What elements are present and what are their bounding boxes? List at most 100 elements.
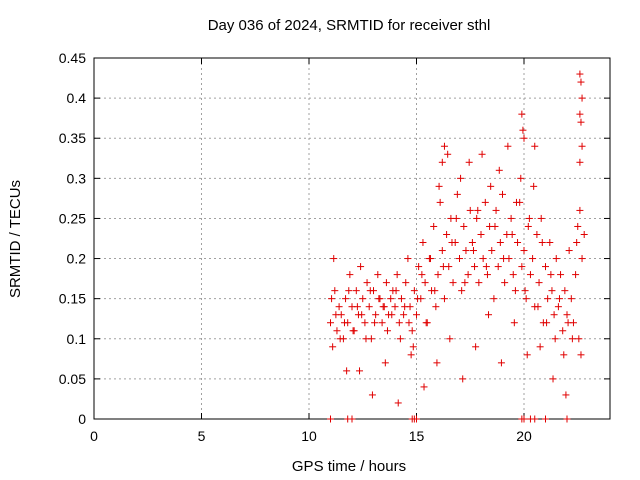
x-tick-label: 10 (301, 428, 317, 444)
data-point (365, 303, 373, 311)
data-point (329, 343, 337, 351)
data-point (523, 351, 531, 359)
data-point (468, 239, 476, 247)
data-point (471, 263, 479, 271)
data-point (560, 351, 568, 359)
data-point (460, 222, 468, 230)
x-tick-label: 15 (409, 428, 425, 444)
data-point (407, 351, 415, 359)
data-point (358, 311, 366, 319)
data-point (563, 311, 571, 319)
data-point (462, 247, 470, 255)
data-point (529, 255, 537, 263)
data-point (510, 319, 518, 327)
data-point (578, 142, 586, 150)
data-point (494, 263, 502, 271)
data-point (328, 295, 336, 303)
data-point (379, 303, 387, 311)
data-point (400, 311, 408, 319)
plot-frame (93, 57, 611, 420)
data-point (434, 271, 442, 279)
data-point (342, 295, 350, 303)
data-point (453, 190, 461, 198)
data-point (522, 295, 530, 303)
data-point (438, 158, 446, 166)
data-point (433, 359, 441, 367)
data-point (392, 287, 400, 295)
data-point (436, 198, 444, 206)
data-point (362, 335, 370, 343)
data-point (511, 287, 519, 295)
data-point (562, 391, 570, 399)
data-point (477, 230, 485, 238)
data-point (438, 247, 446, 255)
data-point (518, 110, 526, 118)
data-point (382, 279, 390, 287)
data-point (576, 70, 584, 78)
data-point (559, 327, 567, 335)
data-point (361, 319, 369, 327)
data-point (485, 311, 493, 319)
data-point (327, 319, 334, 327)
y-tick-label: 0.1 (67, 331, 87, 347)
data-point (577, 78, 585, 86)
data-point (482, 263, 490, 271)
data-point (330, 255, 338, 263)
data-point (565, 247, 573, 255)
data-point (394, 399, 402, 407)
data-point (520, 134, 528, 142)
data-point (466, 206, 474, 214)
data-point (333, 327, 341, 335)
data-point (514, 239, 522, 247)
data-point (422, 319, 430, 327)
data-point (336, 335, 344, 343)
data-point (554, 303, 562, 311)
data-point (531, 415, 539, 423)
data-point (547, 271, 555, 279)
data-point (381, 359, 389, 367)
data-point (577, 118, 585, 126)
data-point (487, 182, 495, 190)
data-point (555, 295, 563, 303)
data-point (542, 263, 549, 271)
data-point (346, 271, 354, 279)
data-points (327, 70, 588, 423)
data-point (492, 206, 500, 214)
data-point (352, 287, 360, 295)
data-point (521, 287, 529, 295)
data-point (464, 271, 472, 279)
data-point (483, 271, 491, 279)
y-tick-label: 0.15 (59, 291, 86, 307)
y-tick-label: 0.3 (67, 170, 87, 186)
axis-ticks: 0 0.05 0.1 0.15 0.2 0.25 0.3 0.35 0.4 0.45 0 5 10 15 2… (59, 50, 610, 444)
y-tick-label: 0.4 (67, 90, 87, 106)
data-point (488, 247, 496, 255)
data-point (520, 247, 528, 255)
data-point (435, 182, 443, 190)
data-point (335, 303, 343, 311)
data-point (530, 182, 538, 190)
data-point (461, 279, 469, 287)
data-point (551, 335, 559, 343)
data-point (440, 142, 448, 150)
data-point (500, 255, 508, 263)
data-point (420, 383, 428, 391)
data-point (418, 271, 426, 279)
data-point (444, 150, 452, 158)
data-point (414, 295, 422, 303)
data-point (374, 271, 382, 279)
data-point (413, 415, 420, 423)
y-axis-label: SRMTID / TECUs (7, 180, 24, 298)
data-point (526, 271, 534, 279)
data-point (366, 287, 374, 295)
data-point (449, 279, 457, 287)
data-point (563, 415, 571, 423)
data-point (497, 359, 505, 367)
data-point (577, 351, 585, 359)
data-point (546, 239, 554, 247)
x-axis-label: GPS time / hours (292, 458, 406, 475)
data-point (519, 126, 527, 134)
data-point (343, 367, 351, 375)
data-point (567, 295, 575, 303)
y-tick-label: 0.2 (67, 251, 87, 267)
